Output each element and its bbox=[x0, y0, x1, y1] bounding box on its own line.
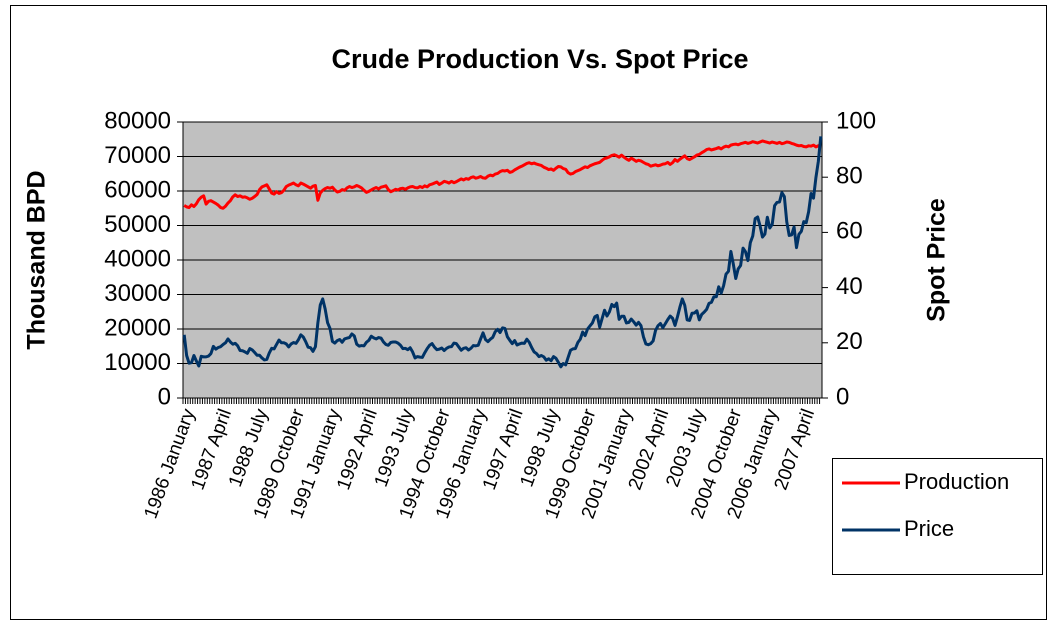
y-tick-label: 10000 bbox=[104, 349, 171, 376]
y2-tick-label: 0 bbox=[836, 383, 849, 410]
legend-label: Price bbox=[904, 516, 954, 541]
legend-box bbox=[832, 458, 1043, 575]
y-tick-label: 60000 bbox=[104, 176, 171, 203]
plot-border bbox=[182, 121, 823, 399]
y2-tick-label: 80 bbox=[836, 163, 863, 190]
y2-tick-label: 100 bbox=[836, 107, 876, 134]
legend-label: Production bbox=[904, 469, 1009, 494]
y-tick-label: 20000 bbox=[104, 314, 171, 341]
y-tick-label: 0 bbox=[158, 383, 171, 410]
chart-title: Crude Production Vs. Spot Price bbox=[331, 44, 748, 74]
y-tick-label: 50000 bbox=[104, 211, 171, 238]
y2-tick-label: 40 bbox=[836, 273, 863, 300]
series-line bbox=[183, 139, 822, 210]
series-line bbox=[182, 136, 823, 369]
y2-axis-title: Spot Price bbox=[923, 198, 951, 322]
y-tick-label: 80000 bbox=[104, 107, 171, 134]
y2-tick-label: 60 bbox=[836, 218, 863, 245]
y2-tick-label: 20 bbox=[836, 328, 863, 355]
y-axis-title: Thousand BPD bbox=[23, 170, 51, 349]
y-tick-label: 40000 bbox=[104, 245, 171, 272]
y-tick-label: 30000 bbox=[104, 280, 171, 307]
y-tick-label: 70000 bbox=[104, 142, 171, 169]
